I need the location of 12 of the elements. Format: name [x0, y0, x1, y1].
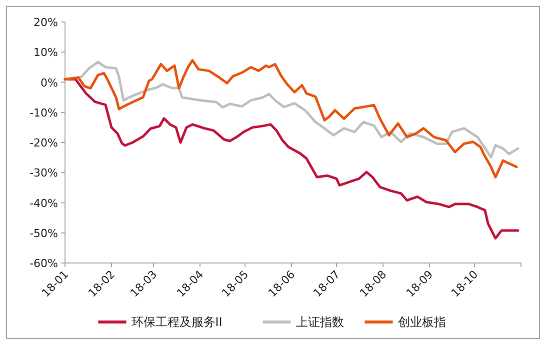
y-tick-label: -40%	[30, 196, 58, 210]
y-tick-label: -20%	[30, 136, 58, 150]
y-tick-label: -50%	[30, 226, 58, 240]
y-tick-label: -30%	[30, 166, 58, 180]
y-tick-label: -60%	[30, 257, 58, 270]
y-tick-label: -10%	[30, 106, 58, 120]
legend-label: 创业板指	[398, 315, 446, 329]
y-tick-label: 20%	[34, 16, 58, 29]
legend-label: 上证指数	[296, 315, 344, 329]
legend-label: 环保工程及服务II	[131, 315, 222, 329]
y-tick-label: 0%	[40, 76, 58, 90]
y-tick-label: 10%	[34, 46, 58, 60]
